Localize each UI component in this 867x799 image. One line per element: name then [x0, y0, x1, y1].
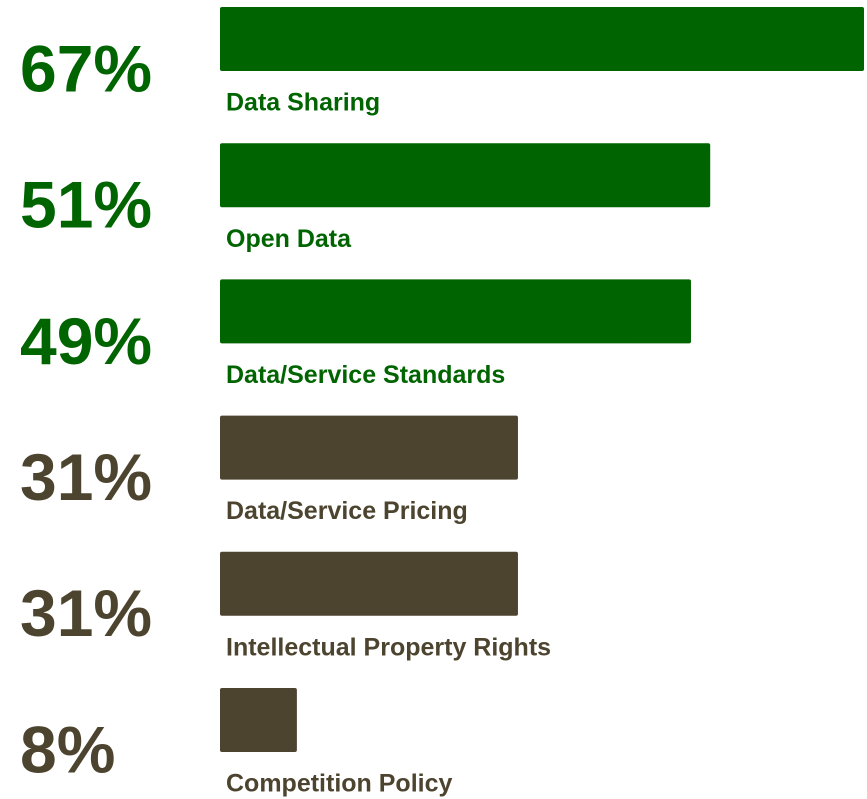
- bar: [220, 279, 691, 344]
- category-label: Intellectual Property Rights: [226, 633, 551, 661]
- value-label: 8%: [20, 712, 115, 786]
- value-label: 31%: [20, 440, 152, 514]
- bar: [220, 7, 864, 71]
- bar: [220, 688, 297, 752]
- value-label: 51%: [20, 168, 152, 242]
- bar: [220, 551, 518, 616]
- bar: [220, 143, 711, 208]
- value-label: 31%: [20, 576, 152, 650]
- category-label: Open Data: [226, 225, 352, 253]
- category-label: Data/Service Pricing: [226, 497, 468, 525]
- category-label: Data Sharing: [226, 89, 380, 117]
- value-label: 67%: [20, 31, 152, 105]
- category-label: Competition Policy: [226, 770, 453, 798]
- bar: [220, 415, 518, 480]
- category-label: Data/Service Standards: [226, 361, 505, 389]
- value-label: 49%: [20, 304, 152, 378]
